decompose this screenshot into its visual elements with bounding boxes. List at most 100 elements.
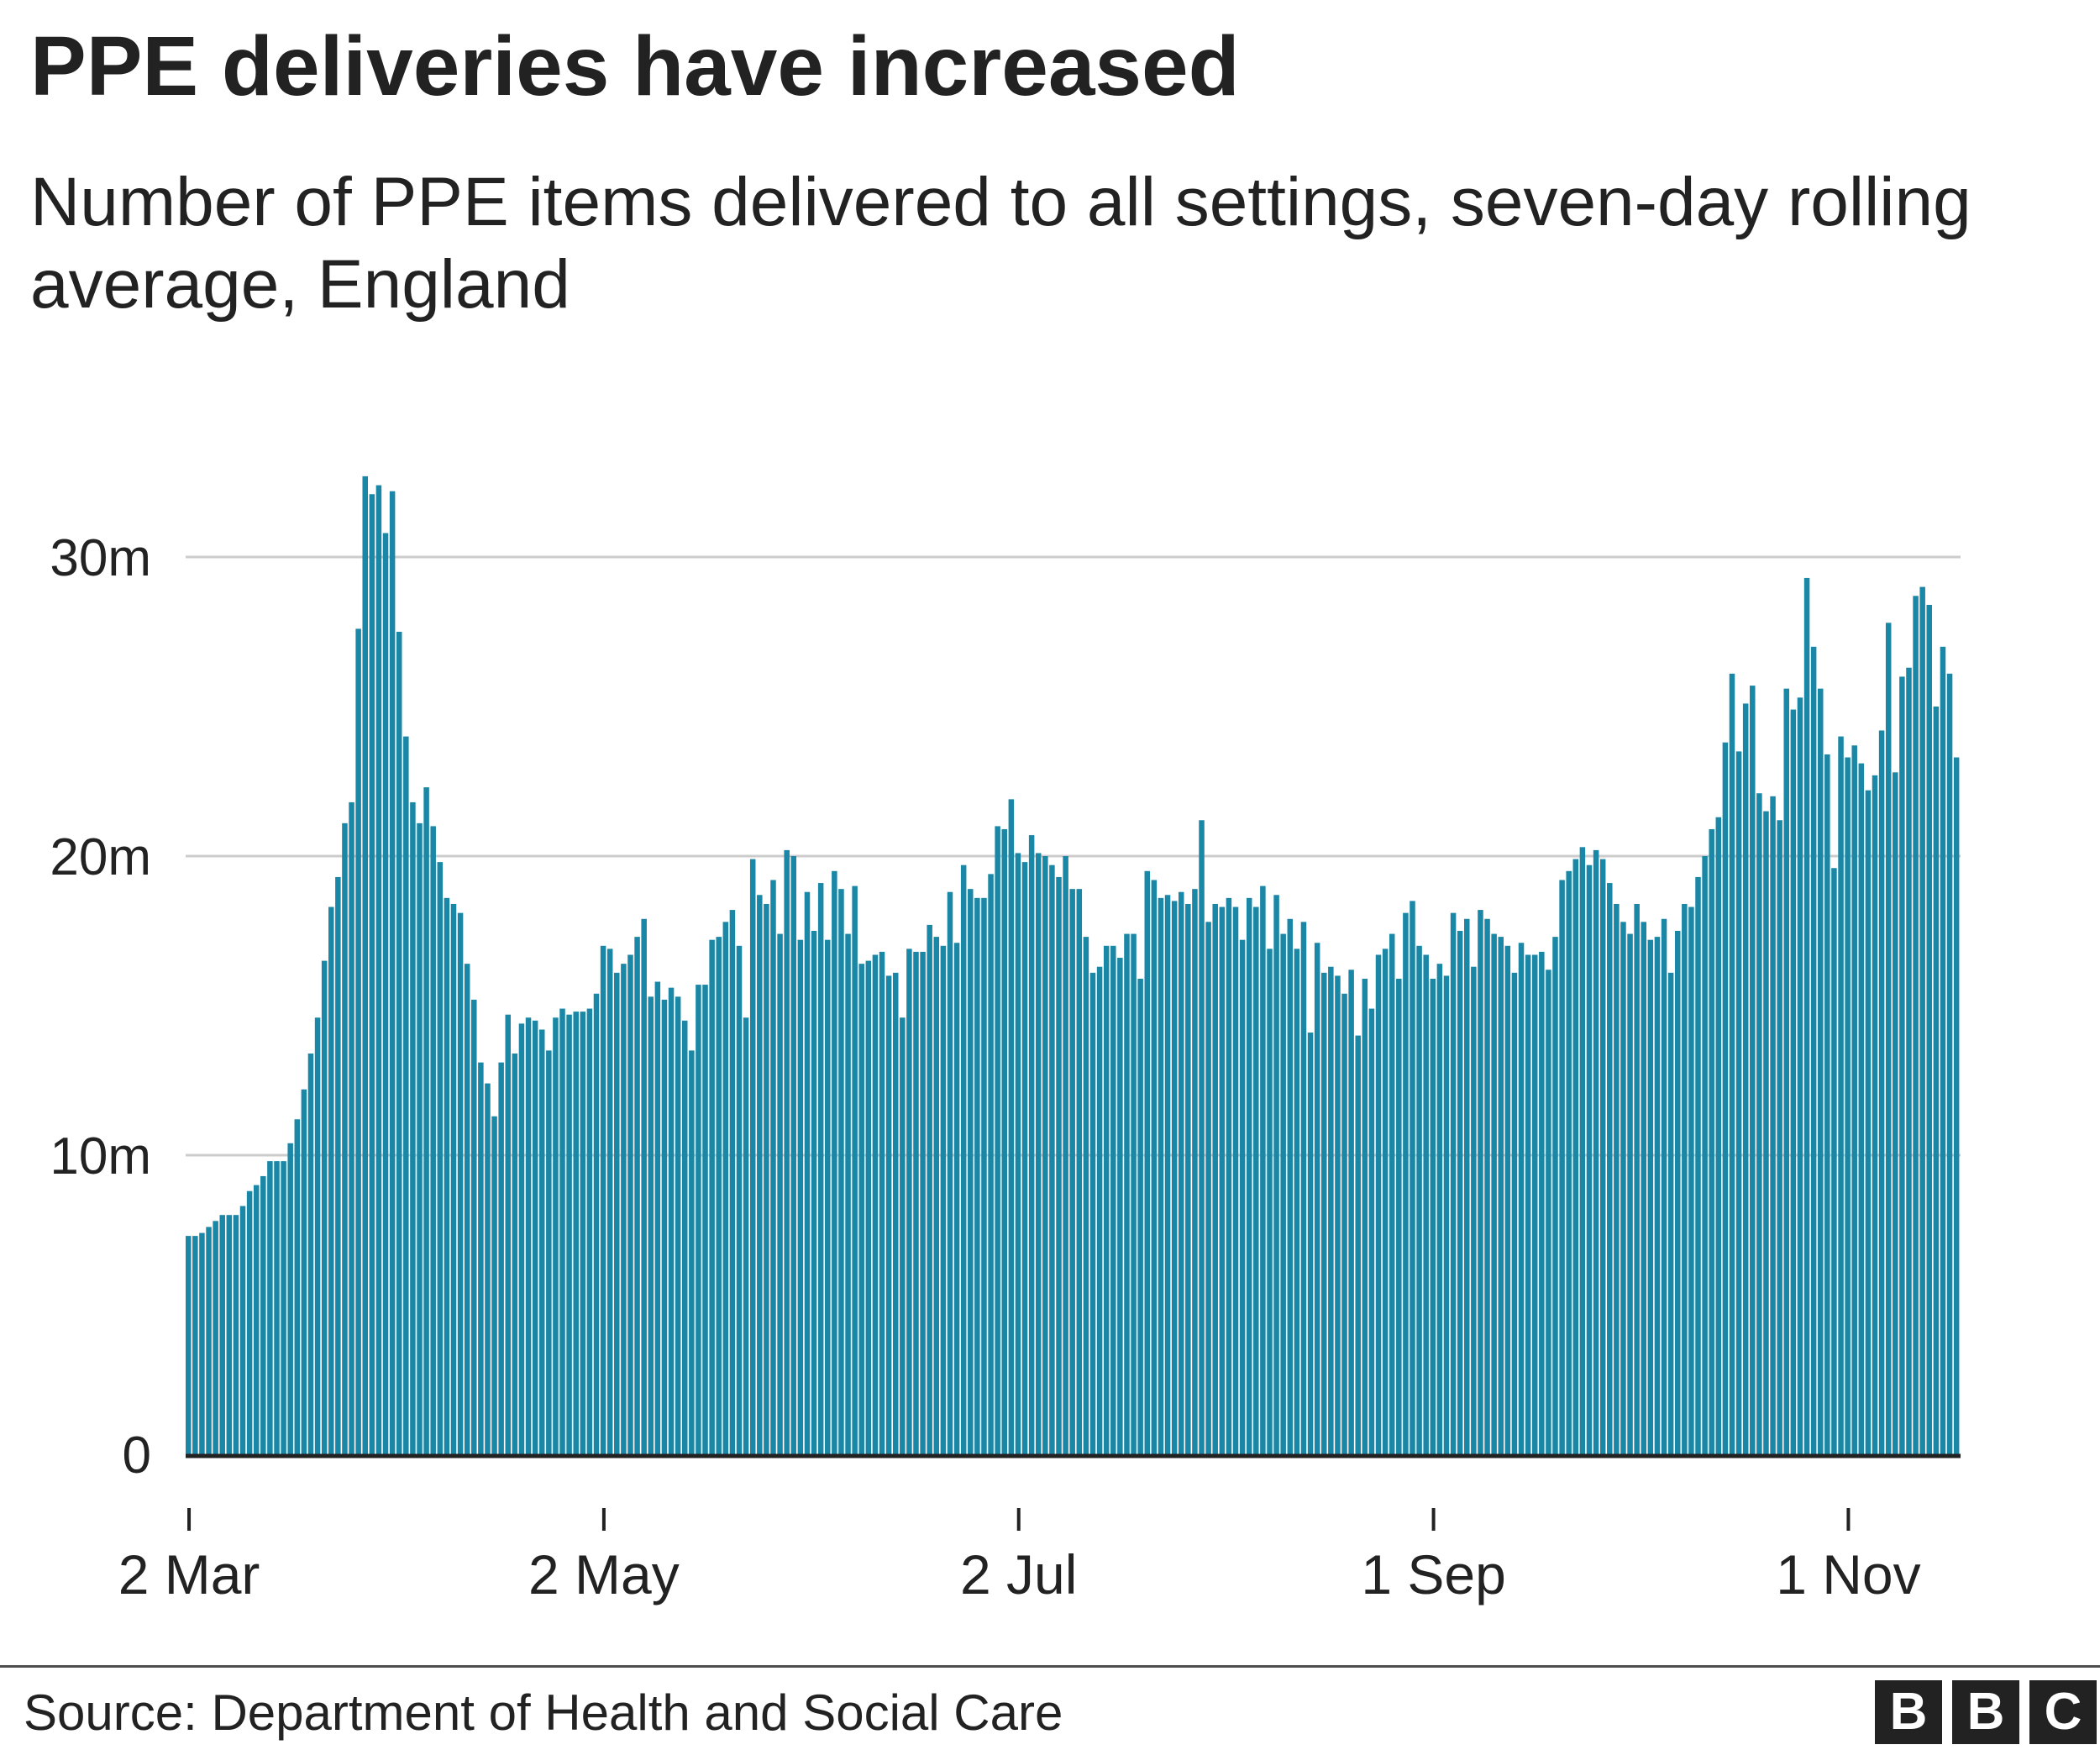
bar — [1831, 868, 1837, 1454]
bar — [1396, 978, 1402, 1454]
bar — [1777, 820, 1782, 1454]
bar — [1110, 945, 1116, 1454]
bar — [968, 889, 974, 1454]
bar — [689, 1050, 695, 1454]
bar — [239, 1206, 246, 1454]
bar — [1103, 945, 1110, 1454]
x-tick-label: 2 May — [528, 1543, 680, 1605]
bar — [294, 1119, 301, 1454]
bar — [287, 1143, 293, 1454]
bar — [1450, 912, 1457, 1454]
bar — [1001, 828, 1007, 1454]
bar — [1410, 901, 1415, 1454]
bar — [722, 922, 729, 1454]
bar — [417, 822, 423, 1454]
bar — [757, 895, 763, 1454]
bar — [335, 876, 341, 1454]
bar — [648, 996, 654, 1454]
bar — [811, 931, 817, 1454]
bar — [498, 1062, 504, 1454]
bar — [1478, 910, 1483, 1454]
bar — [444, 897, 450, 1454]
bar — [1654, 937, 1661, 1454]
bar — [1722, 742, 1729, 1454]
bar — [1498, 937, 1504, 1454]
bar — [641, 918, 647, 1454]
y-tick-label: 10m — [50, 1127, 151, 1185]
bar — [709, 939, 715, 1454]
bar — [1042, 856, 1048, 1454]
bar — [1368, 1008, 1375, 1454]
y-tick-label: 20m — [50, 828, 151, 886]
bar — [1599, 859, 1606, 1454]
bar — [1430, 978, 1436, 1454]
bar — [1443, 975, 1450, 1454]
bar — [1899, 676, 1905, 1454]
bar — [1355, 1035, 1361, 1454]
bar — [1423, 954, 1429, 1454]
bar — [1199, 820, 1205, 1454]
bar — [1307, 1033, 1314, 1454]
bar — [491, 1116, 497, 1454]
chart-subtitle: Number of PPE items delivered to all set… — [30, 164, 1971, 323]
bar — [872, 954, 879, 1454]
bar — [1953, 757, 1960, 1454]
y-tick-label: 30m — [50, 529, 151, 587]
bar — [1212, 903, 1218, 1454]
bar — [947, 891, 953, 1454]
bar — [1232, 907, 1239, 1454]
bar — [1069, 889, 1075, 1454]
bar — [777, 933, 783, 1454]
bar — [1614, 903, 1620, 1454]
bar — [1056, 876, 1062, 1454]
bar — [1810, 646, 1817, 1454]
bar — [1096, 966, 1103, 1454]
bar — [267, 1161, 273, 1454]
bar — [1246, 897, 1252, 1454]
bar — [1464, 918, 1470, 1454]
bar — [1321, 972, 1327, 1454]
bar — [281, 1161, 286, 1454]
bar — [1504, 945, 1511, 1454]
bar — [1790, 709, 1797, 1454]
bar — [1885, 623, 1892, 1454]
bar — [1933, 707, 1940, 1454]
bar — [213, 1221, 218, 1454]
bar — [1253, 907, 1259, 1454]
bar — [953, 943, 960, 1454]
bar — [396, 632, 402, 1454]
bar — [1280, 933, 1286, 1454]
bar — [858, 964, 864, 1454]
y-axis: 0 10m 20m 30m — [50, 529, 151, 1485]
bar — [505, 1014, 511, 1454]
bar — [1294, 949, 1300, 1454]
bar — [817, 883, 824, 1454]
bar — [219, 1215, 225, 1454]
bar — [736, 945, 743, 1454]
bar — [1015, 853, 1021, 1454]
bar — [1158, 897, 1164, 1454]
bar — [933, 937, 940, 1454]
bar — [764, 903, 769, 1454]
bar — [1089, 972, 1096, 1454]
bar — [1593, 849, 1599, 1454]
bar — [743, 1017, 749, 1454]
bar — [538, 1029, 545, 1454]
bar — [1906, 667, 1912, 1454]
bar — [906, 949, 912, 1454]
bar — [1756, 793, 1762, 1454]
bar — [1634, 903, 1640, 1454]
bar — [1627, 933, 1633, 1454]
bar — [1817, 688, 1824, 1454]
bar — [1511, 972, 1518, 1454]
bar — [1559, 880, 1565, 1454]
chart: 0 10m 20m 30m 2 Mar 2 May 2 Jul 1 Sep 1 Nov — [50, 476, 1961, 1605]
bar — [1049, 864, 1055, 1454]
bar — [940, 945, 947, 1454]
bar — [1579, 847, 1586, 1454]
bar — [1267, 949, 1273, 1454]
bar — [362, 476, 368, 1454]
bar — [1484, 918, 1490, 1454]
bar — [437, 862, 444, 1454]
bar — [1940, 646, 1946, 1454]
